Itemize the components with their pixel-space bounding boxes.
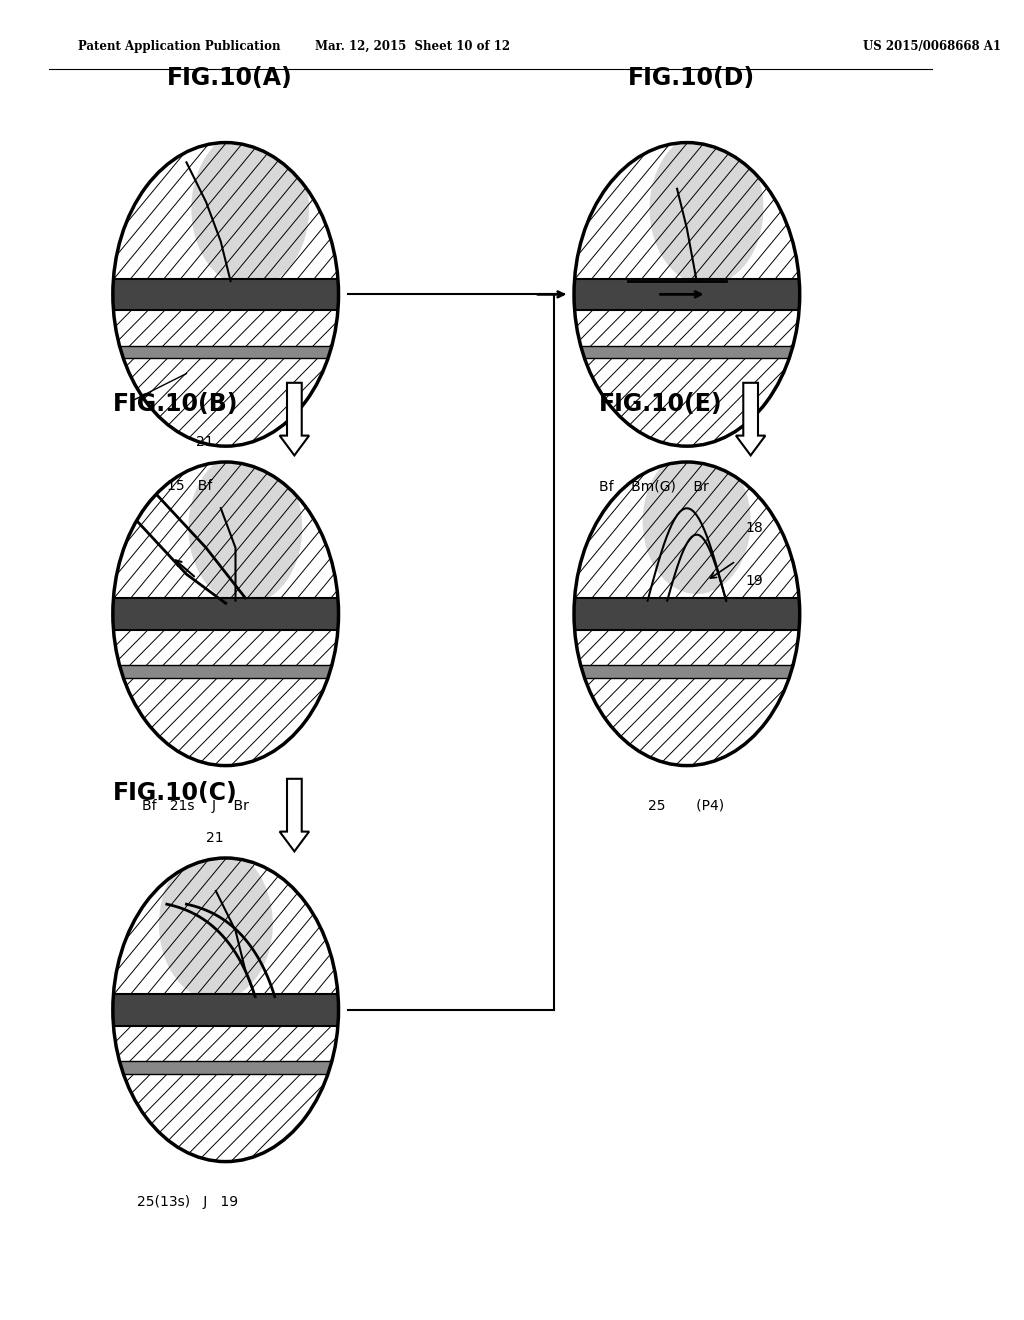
Bar (564, 598, 810, 630)
Text: FIG.10(A): FIG.10(A) (167, 66, 293, 90)
Text: 21: 21 (197, 434, 214, 449)
Bar (113, 598, 339, 630)
Bar (113, 279, 339, 310)
Text: 25(13s)   J   19: 25(13s) J 19 (137, 1195, 239, 1209)
FancyArrow shape (280, 779, 309, 851)
Text: FIG.10(B): FIG.10(B) (113, 392, 239, 416)
Bar (103, 665, 348, 677)
Bar (574, 279, 800, 310)
Text: FIG.10(D): FIG.10(D) (628, 66, 755, 90)
Text: Bf   21s    J    Br: Bf 21s J Br (142, 799, 249, 813)
Text: US 2015/0068668 A1: US 2015/0068668 A1 (863, 40, 1001, 53)
Circle shape (188, 451, 302, 605)
Text: FIG.10(C): FIG.10(C) (113, 781, 238, 805)
Text: 21: 21 (206, 830, 223, 845)
Bar (103, 598, 348, 630)
Circle shape (113, 143, 339, 446)
Circle shape (643, 449, 751, 594)
Bar (113, 994, 339, 1026)
Circle shape (159, 847, 272, 1001)
Circle shape (191, 129, 309, 288)
Text: FIG.10(E): FIG.10(E) (599, 392, 722, 416)
Bar (103, 994, 348, 1026)
Circle shape (113, 858, 339, 1162)
Text: Patent Application Publication: Patent Application Publication (79, 40, 281, 53)
Text: Bf    Bm(G)    Br: Bf Bm(G) Br (599, 479, 709, 494)
Bar (564, 279, 810, 310)
Circle shape (574, 462, 800, 766)
Bar (103, 1061, 348, 1073)
FancyArrow shape (280, 383, 309, 455)
Text: 19: 19 (745, 574, 764, 587)
Bar (564, 346, 810, 358)
Circle shape (649, 132, 764, 285)
Circle shape (574, 143, 800, 446)
Bar (574, 598, 800, 630)
Circle shape (113, 462, 339, 766)
Text: Mar. 12, 2015  Sheet 10 of 12: Mar. 12, 2015 Sheet 10 of 12 (314, 40, 510, 53)
FancyArrow shape (736, 383, 765, 455)
Bar (103, 346, 348, 358)
Text: 25       (P4): 25 (P4) (647, 799, 724, 813)
Bar (103, 279, 348, 310)
Text: 18: 18 (745, 521, 764, 535)
Bar (564, 665, 810, 677)
Text: 15   Bf: 15 Bf (167, 479, 212, 494)
